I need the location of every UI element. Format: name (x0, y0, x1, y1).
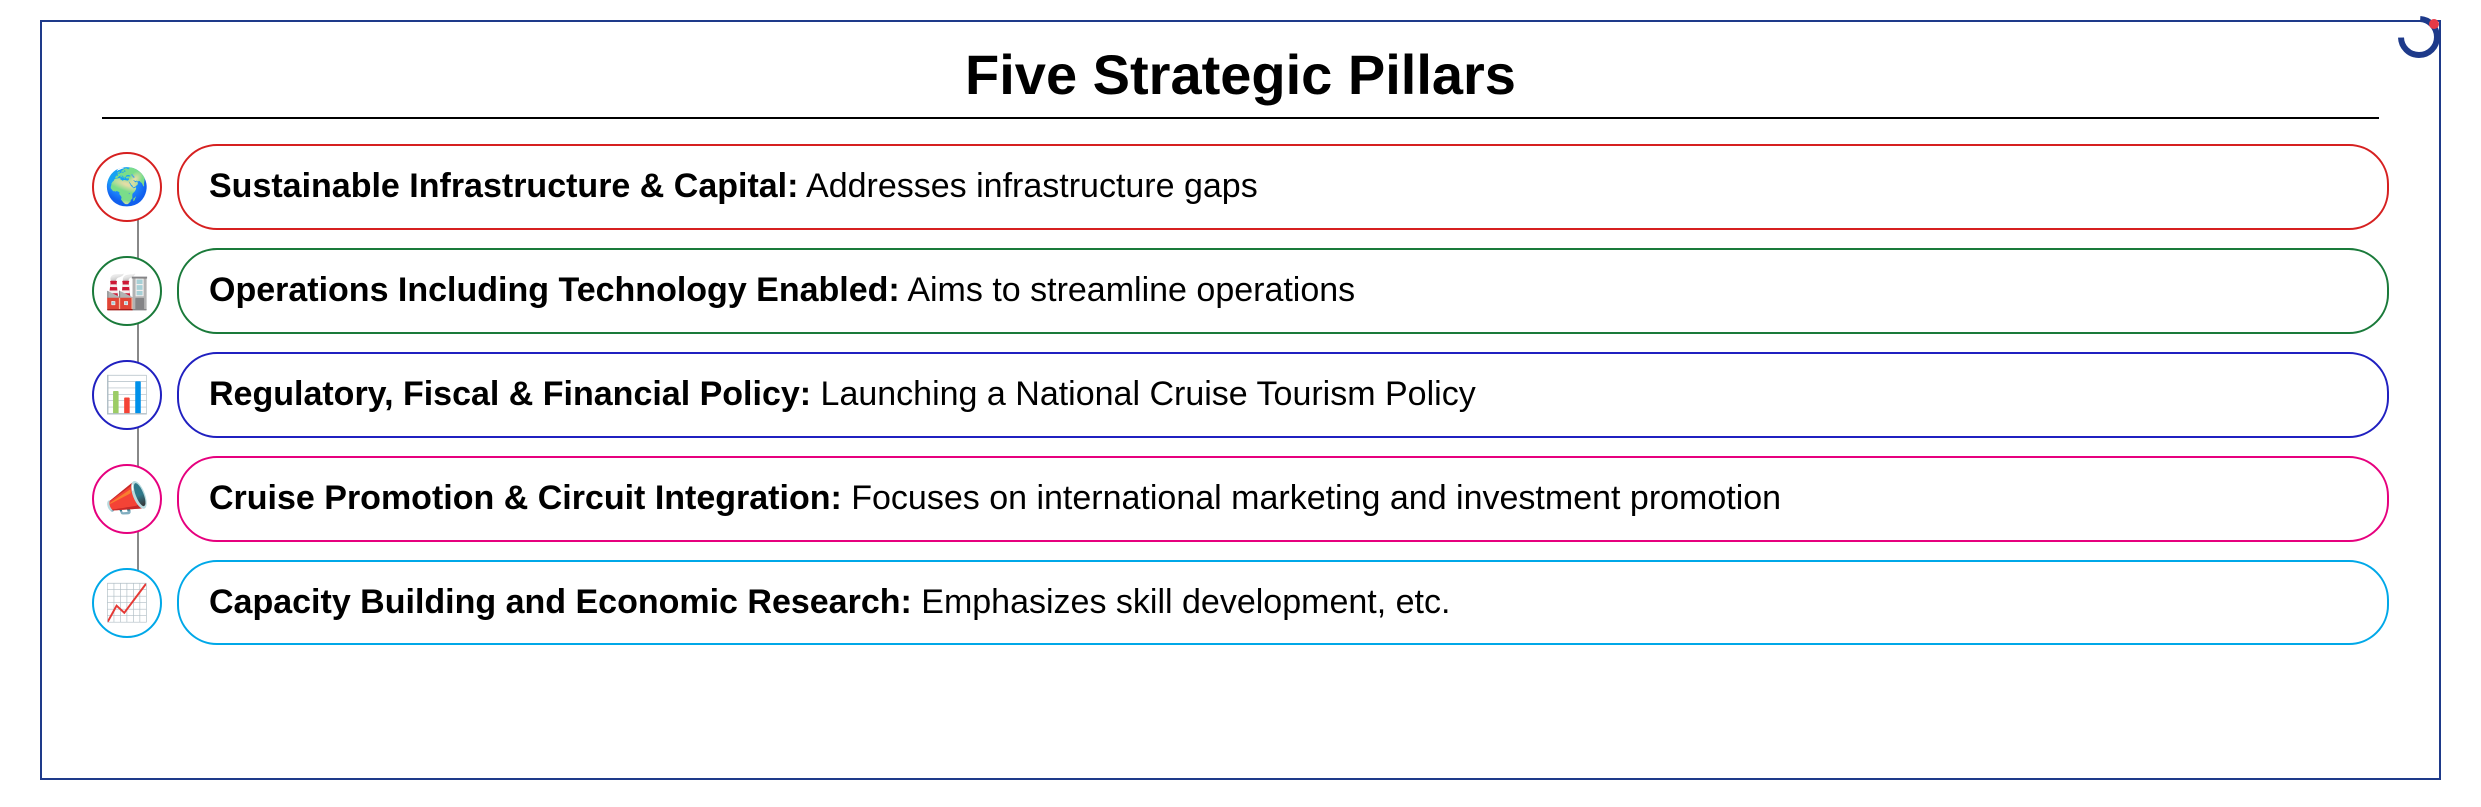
pillar-description: Addresses infrastructure gaps (798, 167, 1257, 205)
pillar-description: Launching a National Cruise Tourism Poli… (811, 375, 1476, 413)
factory-tech-icon: 🏭 (92, 256, 162, 326)
pillar-row-4: 📈Capacity Building and Economic Research… (92, 560, 2389, 646)
outer-container: Five Strategic Pillars 🌍Sustainable Infr… (40, 20, 2441, 780)
pillar-label: Cruise Promotion & Circuit Integration: (209, 479, 842, 517)
globe-leaf-icon: 🌍 (92, 152, 162, 222)
pillar-box-3: Cruise Promotion & Circuit Integration: … (177, 456, 2389, 542)
pillar-label: Regulatory, Fiscal & Financial Policy: (209, 375, 811, 413)
pillar-row-1: 🏭Operations Including Technology Enabled… (92, 248, 2389, 334)
pillar-label: Sustainable Infrastructure & Capital: (209, 167, 798, 205)
pillar-row-0: 🌍Sustainable Infrastructure & Capital: A… (92, 144, 2389, 230)
pillar-description: Aims to streamline operations (900, 271, 1355, 309)
megaphone-icon: 📣 (92, 464, 162, 534)
title-underline (102, 117, 2379, 119)
pillar-row-3: 📣Cruise Promotion & Circuit Integration:… (92, 456, 2389, 542)
growth-chart-icon: 📈 (92, 568, 162, 638)
main-title: Five Strategic Pillars (82, 42, 2399, 107)
pillar-box-1: Operations Including Technology Enabled:… (177, 248, 2389, 334)
pillar-row-2: 📊Regulatory, Fiscal & Financial Policy: … (92, 352, 2389, 438)
pillar-box-4: Capacity Building and Economic Research:… (177, 560, 2389, 646)
pillar-description: Focuses on international marketing and i… (842, 479, 1781, 517)
corner-logo (2394, 12, 2444, 62)
pillar-box-2: Regulatory, Fiscal & Financial Policy: L… (177, 352, 2389, 438)
pillar-label: Operations Including Technology Enabled: (209, 271, 900, 309)
pillar-label: Capacity Building and Economic Research: (209, 583, 912, 621)
pillars-list: 🌍Sustainable Infrastructure & Capital: A… (82, 144, 2399, 645)
pillar-box-0: Sustainable Infrastructure & Capital: Ad… (177, 144, 2389, 230)
pillar-description: Emphasizes skill development, etc. (912, 583, 1451, 621)
policy-chart-icon: 📊 (92, 360, 162, 430)
